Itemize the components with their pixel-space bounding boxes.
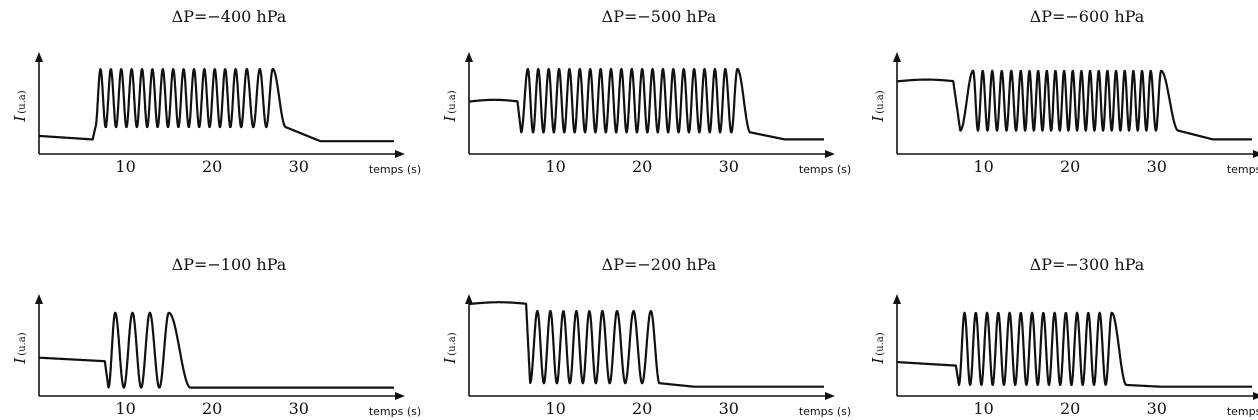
y-axis-arrow-icon — [35, 52, 43, 62]
x-tick-label: 10 — [973, 399, 993, 418]
x-tick-label: 30 — [289, 157, 309, 176]
y-axis-arrow-icon — [893, 294, 901, 304]
x-tick-label: 10 — [973, 157, 993, 176]
signal-line — [468, 67, 825, 141]
x-tick-label: 20 — [632, 157, 652, 176]
x-axis-arrow-icon — [825, 392, 835, 400]
x-axis-arrow-icon — [395, 150, 405, 158]
x-tick-label: 30 — [719, 157, 739, 176]
x-tick-label: 30 — [1147, 157, 1167, 176]
y-axis-arrow-icon — [893, 52, 901, 62]
x-tick-label: 10 — [115, 157, 135, 176]
y-axis-label: I(u.a) — [869, 90, 887, 122]
x-tick-label: 20 — [1060, 157, 1080, 176]
y-axis-label: I(u.a) — [869, 332, 887, 364]
x-tick-label: 30 — [719, 399, 739, 418]
chart-title: ΔP=−600 hPa — [1030, 7, 1145, 26]
x-axis-label: temps (s) — [1227, 163, 1258, 176]
y-axis-label: I(u.a) — [11, 332, 29, 364]
chart-panel: ΔP=−300 hPa I(u.a) 10 20 30 temps (s) — [869, 255, 1258, 418]
y-axis-arrow-icon — [465, 52, 473, 62]
y-axis-arrow-icon — [35, 294, 43, 304]
x-tick-label: 20 — [1060, 399, 1080, 418]
x-tick-label: 30 — [289, 399, 309, 418]
x-axis-label: temps (s) — [799, 405, 851, 418]
chart-title: ΔP=−400 hPa — [172, 7, 287, 26]
x-axis-label: temps (s) — [799, 163, 851, 176]
x-tick-label: 30 — [1147, 399, 1167, 418]
y-axis-label: I(u.a) — [441, 90, 459, 122]
chart-panel: ΔP=−200 hPa I(u.a) 10 20 30 temps (s) — [441, 255, 851, 418]
x-axis-label: temps (s) — [1227, 405, 1258, 418]
chart-panel: ΔP=−500 hPa I(u.a) 10 20 30 temps (s) — [441, 7, 851, 176]
x-tick-label: 20 — [632, 399, 652, 418]
x-tick-label: 10 — [545, 399, 565, 418]
chart-panel: ΔP=−600 hPa I(u.a) 10 20 30 temps (s) — [869, 7, 1258, 176]
y-axis-label: I(u.a) — [11, 90, 29, 122]
chart-title: ΔP=−200 hPa — [602, 255, 717, 274]
chart-title: ΔP=−300 hPa — [1030, 255, 1145, 274]
x-axis-arrow-icon — [825, 150, 835, 158]
signal-line — [468, 301, 825, 388]
x-tick-label: 10 — [545, 157, 565, 176]
signal-line — [896, 311, 1253, 388]
x-axis-label: temps (s) — [369, 405, 421, 418]
x-tick-label: 20 — [202, 399, 222, 418]
x-axis-arrow-icon — [1253, 392, 1258, 400]
chart-panel: ΔP=−100 hPa I(u.a) 10 20 30 temps (s) — [11, 255, 421, 418]
x-axis-arrow-icon — [1253, 150, 1258, 158]
y-axis-label: I(u.a) — [441, 332, 459, 364]
chart-title: ΔP=−100 hPa — [172, 255, 287, 274]
x-axis-arrow-icon — [395, 392, 405, 400]
signal-line — [38, 67, 395, 143]
signal-line — [896, 69, 1253, 141]
signal-line — [38, 311, 395, 389]
chart-title: ΔP=−500 hPa — [602, 7, 717, 26]
x-tick-label: 20 — [202, 157, 222, 176]
y-axis-arrow-icon — [465, 294, 473, 304]
chart-panel: ΔP=−400 hPa I(u.a) 10 20 30 temps (s) — [11, 7, 421, 176]
x-axis-label: temps (s) — [369, 163, 421, 176]
x-tick-label: 10 — [115, 399, 135, 418]
